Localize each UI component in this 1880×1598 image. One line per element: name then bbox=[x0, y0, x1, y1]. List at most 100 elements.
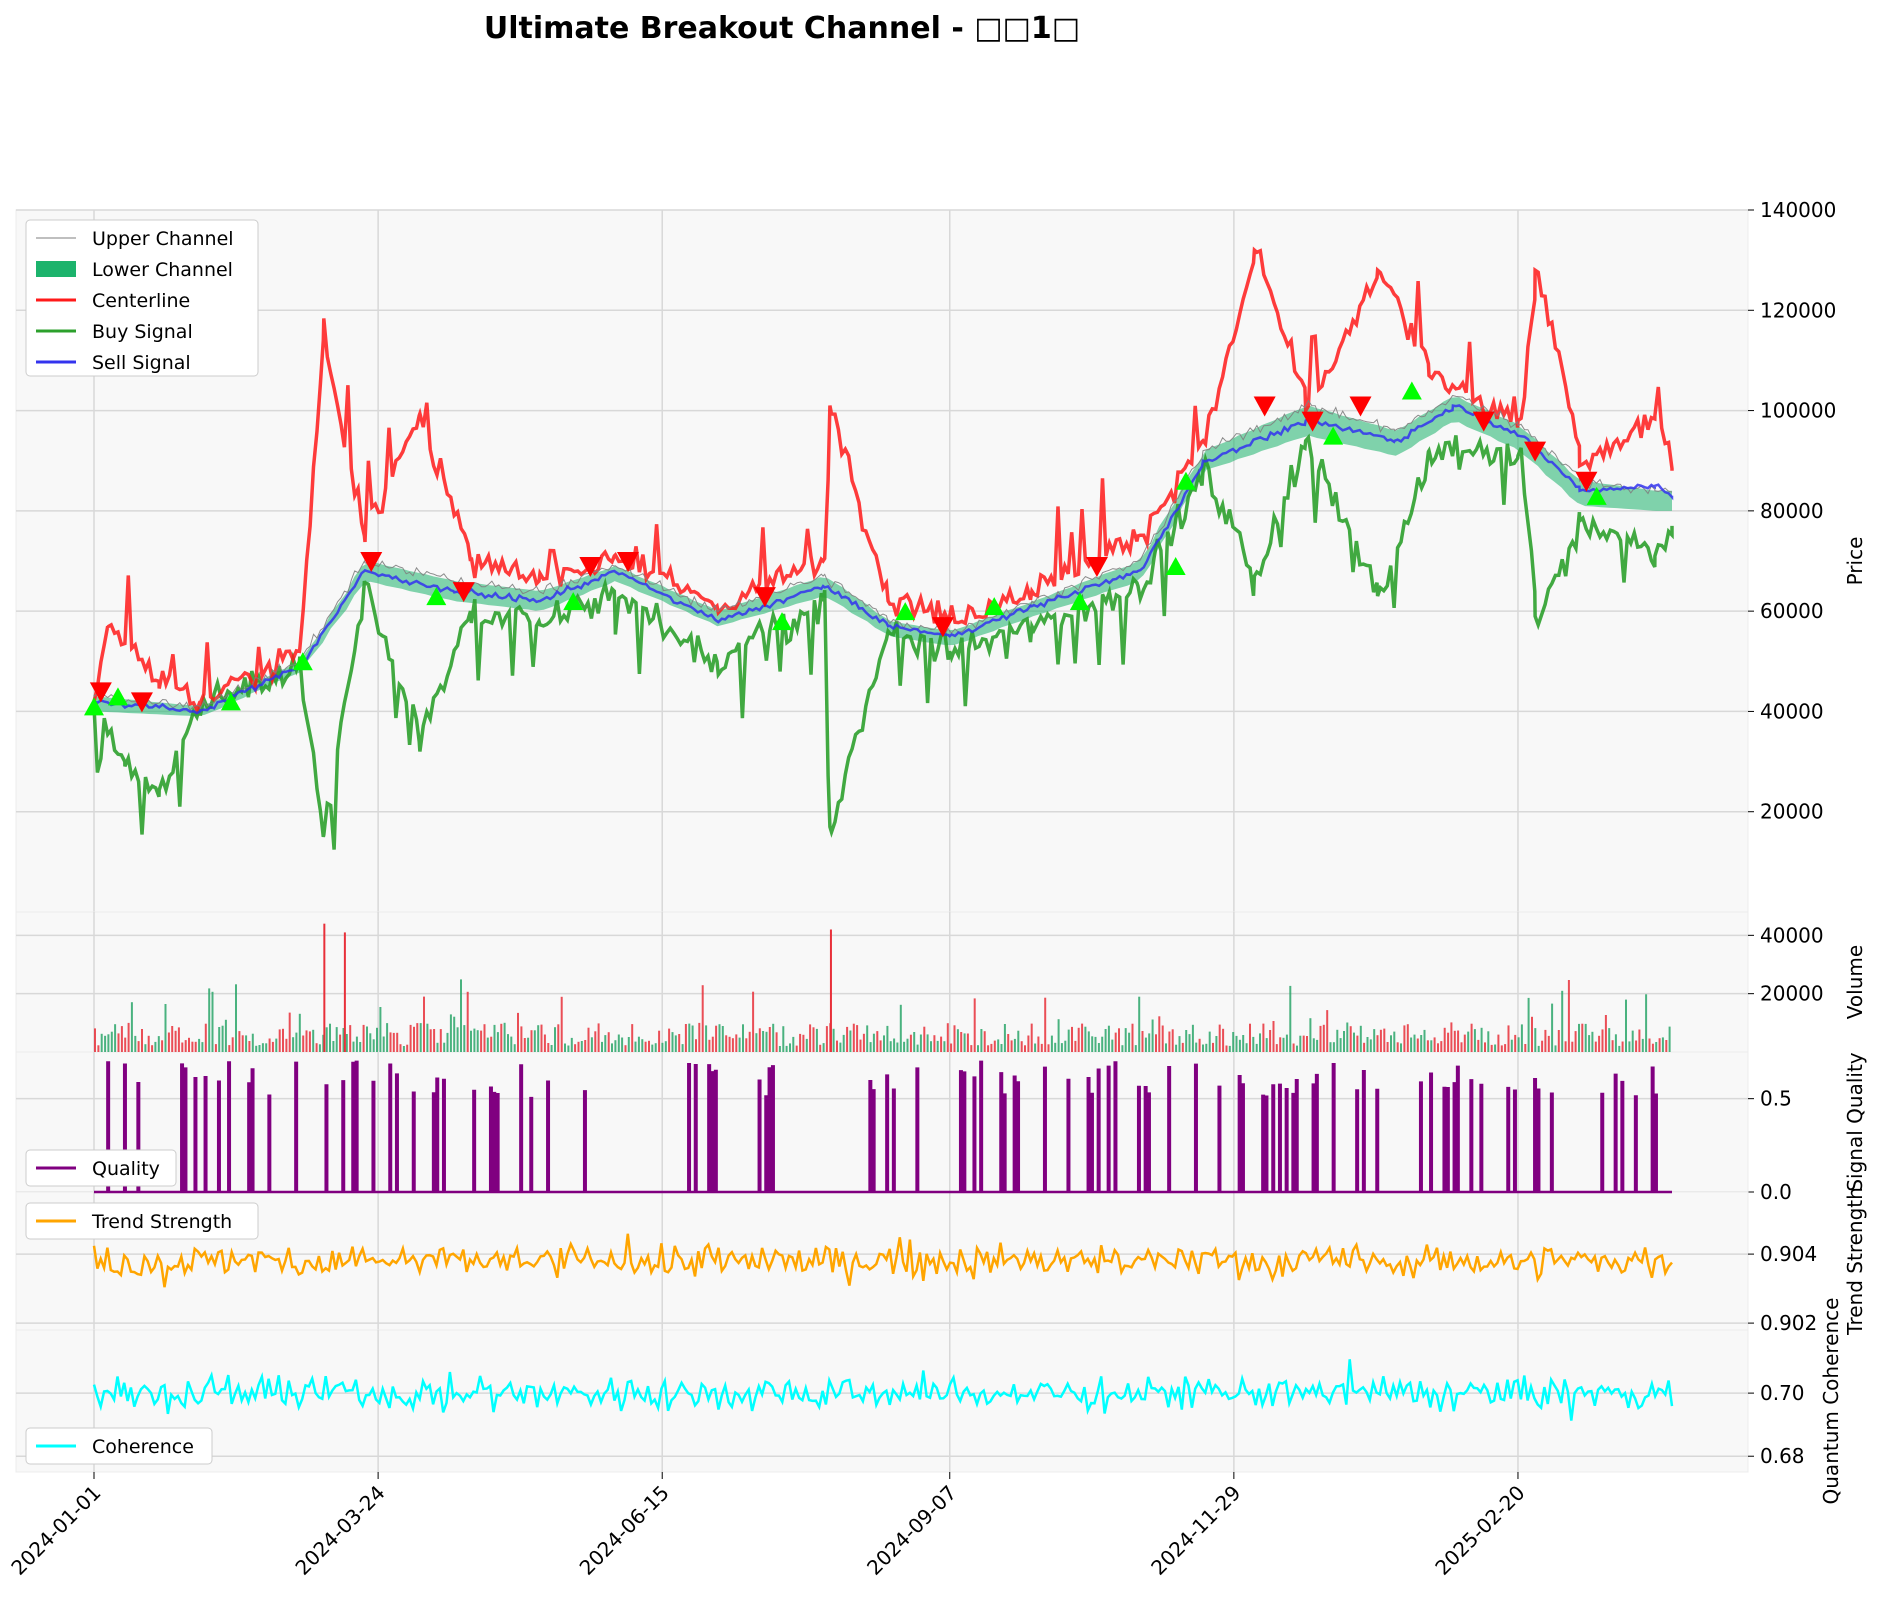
volume-bar bbox=[876, 1031, 879, 1052]
volume-bar bbox=[285, 1038, 288, 1052]
volume-bar bbox=[1252, 1036, 1255, 1052]
volume-bar bbox=[423, 996, 425, 1052]
volume-bar bbox=[708, 1039, 711, 1052]
volume-bar bbox=[510, 1036, 513, 1052]
volume-bar bbox=[1564, 1041, 1567, 1052]
volume-bar bbox=[174, 1030, 177, 1052]
volume-bar bbox=[1262, 1023, 1265, 1052]
volume-bar bbox=[1285, 1034, 1288, 1052]
volume-bar bbox=[1423, 1029, 1426, 1052]
volume-bar bbox=[752, 991, 755, 1052]
volume-bar bbox=[191, 1041, 194, 1052]
volume-bar bbox=[295, 1032, 298, 1052]
volume-bar bbox=[154, 1041, 157, 1052]
volume-bar bbox=[997, 1039, 1000, 1052]
volume-bar bbox=[97, 1045, 100, 1052]
volume-bar bbox=[399, 1044, 402, 1052]
volume-bar bbox=[701, 985, 704, 1052]
buy-marker bbox=[984, 597, 1005, 616]
volume-bar bbox=[872, 1033, 875, 1052]
ytick-label: 40000 bbox=[1760, 923, 1824, 947]
volume-bar bbox=[1510, 1039, 1513, 1052]
volume-bar bbox=[366, 1026, 368, 1052]
volume-bar bbox=[792, 1036, 795, 1052]
volume-bar bbox=[866, 1025, 869, 1052]
xtick-label: 2025-02-20 bbox=[1430, 1481, 1529, 1580]
ytick-label: 20000 bbox=[1760, 982, 1824, 1006]
volume-bar bbox=[416, 1023, 419, 1052]
volume-bar bbox=[325, 1027, 328, 1052]
volume-bar bbox=[557, 1024, 560, 1052]
volume-bar bbox=[1057, 1019, 1060, 1052]
volume-bar bbox=[1638, 1029, 1641, 1052]
buy-marker bbox=[1323, 426, 1344, 445]
volume-bar bbox=[167, 1032, 170, 1052]
volume-bar bbox=[1406, 1024, 1409, 1052]
axis-label-quality: Signal Quality bbox=[1843, 1052, 1867, 1191]
volume-bar bbox=[825, 1026, 828, 1052]
volume-bar bbox=[248, 1041, 251, 1052]
sell-marker bbox=[1524, 441, 1547, 462]
volume-bar bbox=[1003, 1024, 1006, 1052]
volume-bar bbox=[869, 1042, 872, 1052]
volume-bar bbox=[695, 1039, 697, 1052]
sell-marker bbox=[360, 552, 383, 572]
volume-bar bbox=[436, 1042, 439, 1052]
buy-marker bbox=[563, 592, 584, 611]
volume-bar bbox=[977, 1045, 979, 1052]
legend-label: Buy Signal bbox=[92, 321, 193, 343]
volume-bar bbox=[594, 1031, 597, 1052]
volume-bar bbox=[305, 1030, 308, 1052]
volume-bar bbox=[194, 1041, 197, 1052]
volume-bar bbox=[799, 1033, 802, 1052]
volume-bar bbox=[1467, 1031, 1470, 1052]
volume-bar bbox=[1074, 1040, 1077, 1052]
volume-bar bbox=[1215, 1036, 1218, 1052]
volume-bar bbox=[1450, 1022, 1453, 1052]
volume-bar bbox=[1101, 1036, 1104, 1052]
volume-bar bbox=[1578, 1023, 1580, 1052]
legend-box bbox=[25, 1427, 213, 1465]
xtick-label: 2024-11-29 bbox=[1146, 1481, 1245, 1580]
volume-bar bbox=[339, 1034, 342, 1052]
volume-bar bbox=[651, 1044, 654, 1052]
volume-bar bbox=[933, 1035, 936, 1052]
volume-bar bbox=[456, 1027, 459, 1052]
volume-bar bbox=[100, 1033, 103, 1052]
volume-bar bbox=[785, 1045, 788, 1052]
volume-bar bbox=[107, 1034, 110, 1052]
volume-bar bbox=[1232, 1032, 1235, 1052]
ytick-label: 0.902 bbox=[1760, 1311, 1817, 1335]
volume-bar bbox=[1013, 1038, 1016, 1052]
volume-bar bbox=[1655, 1042, 1658, 1052]
volume-bar bbox=[1567, 980, 1570, 1052]
volume-bar bbox=[1242, 1035, 1245, 1052]
volume-bar bbox=[1390, 1035, 1392, 1052]
volume-bar bbox=[956, 1029, 959, 1052]
volume-bar bbox=[1138, 996, 1141, 1052]
volume-bar bbox=[1544, 1029, 1547, 1052]
axis-label-volume: Volume bbox=[1843, 945, 1867, 1019]
volume-bar bbox=[564, 1043, 566, 1052]
volume-bar bbox=[1205, 1043, 1208, 1052]
volume-bar bbox=[1561, 990, 1564, 1052]
volume-bar bbox=[323, 923, 326, 1052]
volume-bar bbox=[1158, 1016, 1161, 1052]
volume-bar bbox=[1524, 1044, 1527, 1052]
volume-bar bbox=[1440, 1041, 1443, 1052]
volume-bar bbox=[1094, 1036, 1097, 1052]
volume-bar bbox=[241, 1035, 244, 1052]
volume-bar bbox=[201, 1042, 204, 1052]
volume-bar bbox=[1198, 1038, 1201, 1052]
volume-bar bbox=[1661, 1037, 1664, 1052]
volume-bar bbox=[1625, 999, 1627, 1052]
volume-bar bbox=[507, 1034, 509, 1052]
volume-bar bbox=[1517, 1037, 1520, 1052]
volume-bar bbox=[1336, 1029, 1339, 1052]
volume-bar bbox=[1554, 1045, 1557, 1052]
axis-label-coherence: Quantum Coherence bbox=[1819, 1298, 1843, 1505]
volume-bar bbox=[634, 1041, 637, 1052]
volume-bar bbox=[302, 1035, 305, 1052]
volume-bar bbox=[1030, 1023, 1033, 1052]
volume-bar bbox=[1447, 1032, 1450, 1052]
